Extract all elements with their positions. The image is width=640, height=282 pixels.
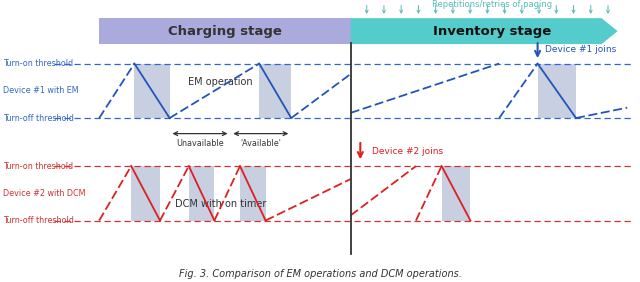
Text: Turn-on threshold: Turn-on threshold — [3, 59, 74, 68]
Text: Fig. 3. Comparison of EM operations and DCM operations.: Fig. 3. Comparison of EM operations and … — [179, 268, 461, 279]
Text: Charging stage: Charging stage — [168, 25, 282, 38]
Text: 'Available': 'Available' — [241, 139, 281, 148]
Text: Repetitions/retries of paging: Repetitions/retries of paging — [432, 0, 552, 9]
Bar — [189, 166, 214, 221]
Bar — [442, 166, 470, 221]
Bar — [259, 63, 291, 118]
Text: Turn-on threshold: Turn-on threshold — [3, 162, 74, 171]
Bar — [240, 166, 266, 221]
Text: Inventory stage: Inventory stage — [433, 25, 551, 38]
FancyArrow shape — [351, 18, 618, 44]
Text: Device #2 joins: Device #2 joins — [372, 147, 443, 156]
Bar — [538, 63, 576, 118]
Bar — [131, 166, 160, 221]
Text: Device #1 with EM: Device #1 with EM — [3, 86, 79, 95]
Text: Turn-off threshold: Turn-off threshold — [3, 114, 74, 123]
Text: DCM with on timer: DCM with on timer — [175, 199, 266, 209]
Text: Device #1 joins: Device #1 joins — [545, 45, 616, 54]
Text: Device #2 with DCM: Device #2 with DCM — [3, 189, 86, 198]
Text: Turn-off threshold: Turn-off threshold — [3, 216, 74, 225]
Text: Unavailable: Unavailable — [176, 139, 224, 148]
Bar — [134, 63, 170, 118]
Bar — [99, 18, 351, 44]
Text: EM operation: EM operation — [189, 77, 253, 87]
